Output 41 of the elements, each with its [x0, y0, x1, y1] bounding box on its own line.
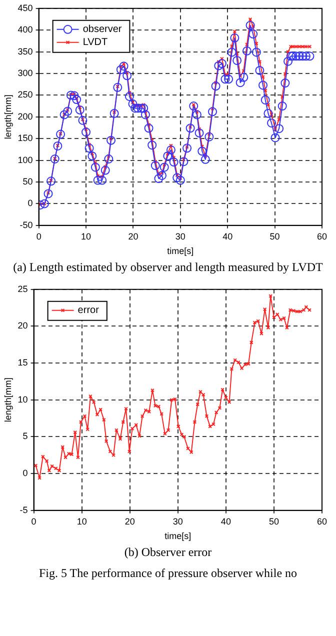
x-tick-label: 30 — [172, 516, 183, 526]
y-tick-label: 10 — [18, 394, 28, 404]
y-tick-label: 5 — [22, 431, 28, 442]
x-tick-label: 50 — [268, 516, 279, 526]
x-axis-title: time[s] — [167, 246, 194, 256]
y-tick-label: 50 — [22, 176, 33, 186]
y-axis-title: length[mm] — [2, 94, 13, 140]
legend-label: error — [78, 305, 100, 316]
y-tick-label: 200 — [18, 111, 33, 122]
x-tick-label: 10 — [76, 516, 87, 526]
text: (a) Length estimated by observer and length measured by LVDT — [12, 260, 324, 275]
y-tick-label: 0 — [22, 468, 28, 478]
y-tick-label: 300 — [18, 68, 33, 78]
y-tick-label: 25 — [18, 284, 28, 294]
y-tick-label: -50 — [20, 220, 33, 230]
x-tick-label: 40 — [220, 516, 231, 526]
y-tick-label: 250 — [18, 90, 33, 100]
y-tick-label: -5 — [20, 504, 28, 515]
x-tick-label: 30 — [175, 231, 186, 242]
y-tick-label: 0 — [28, 198, 33, 208]
x-tick-label: 10 — [81, 231, 92, 242]
caption: Fig. 5 The performance of pressure observer while no — [38, 566, 298, 581]
x-tick-label: 60 — [316, 231, 328, 242]
text: (b) Observer error — [123, 545, 213, 560]
x-axis-title: time[s] — [164, 531, 192, 542]
x-tick-label: 20 — [128, 231, 138, 242]
x-tick-label: 50 — [270, 231, 280, 242]
x-tick-label: 0 — [36, 231, 42, 242]
y-tick-label: 15 — [18, 358, 28, 368]
y-tick-label: 150 — [18, 133, 33, 144]
y-tick-label: 400 — [18, 24, 33, 35]
y-tick-label: 450 — [18, 2, 33, 13]
x-tick-label: 40 — [222, 231, 233, 242]
legend-label: LVDT — [82, 37, 108, 48]
x-tick-label: 60 — [316, 516, 328, 526]
y-tick-label: 100 — [18, 154, 33, 165]
y-tick-label: 350 — [18, 46, 33, 56]
y-tick-label: 20 — [18, 320, 28, 331]
y-axis-title: length[mm] — [2, 378, 13, 422]
legend-label: observer — [82, 24, 122, 36]
x-tick-label: 20 — [124, 516, 135, 526]
